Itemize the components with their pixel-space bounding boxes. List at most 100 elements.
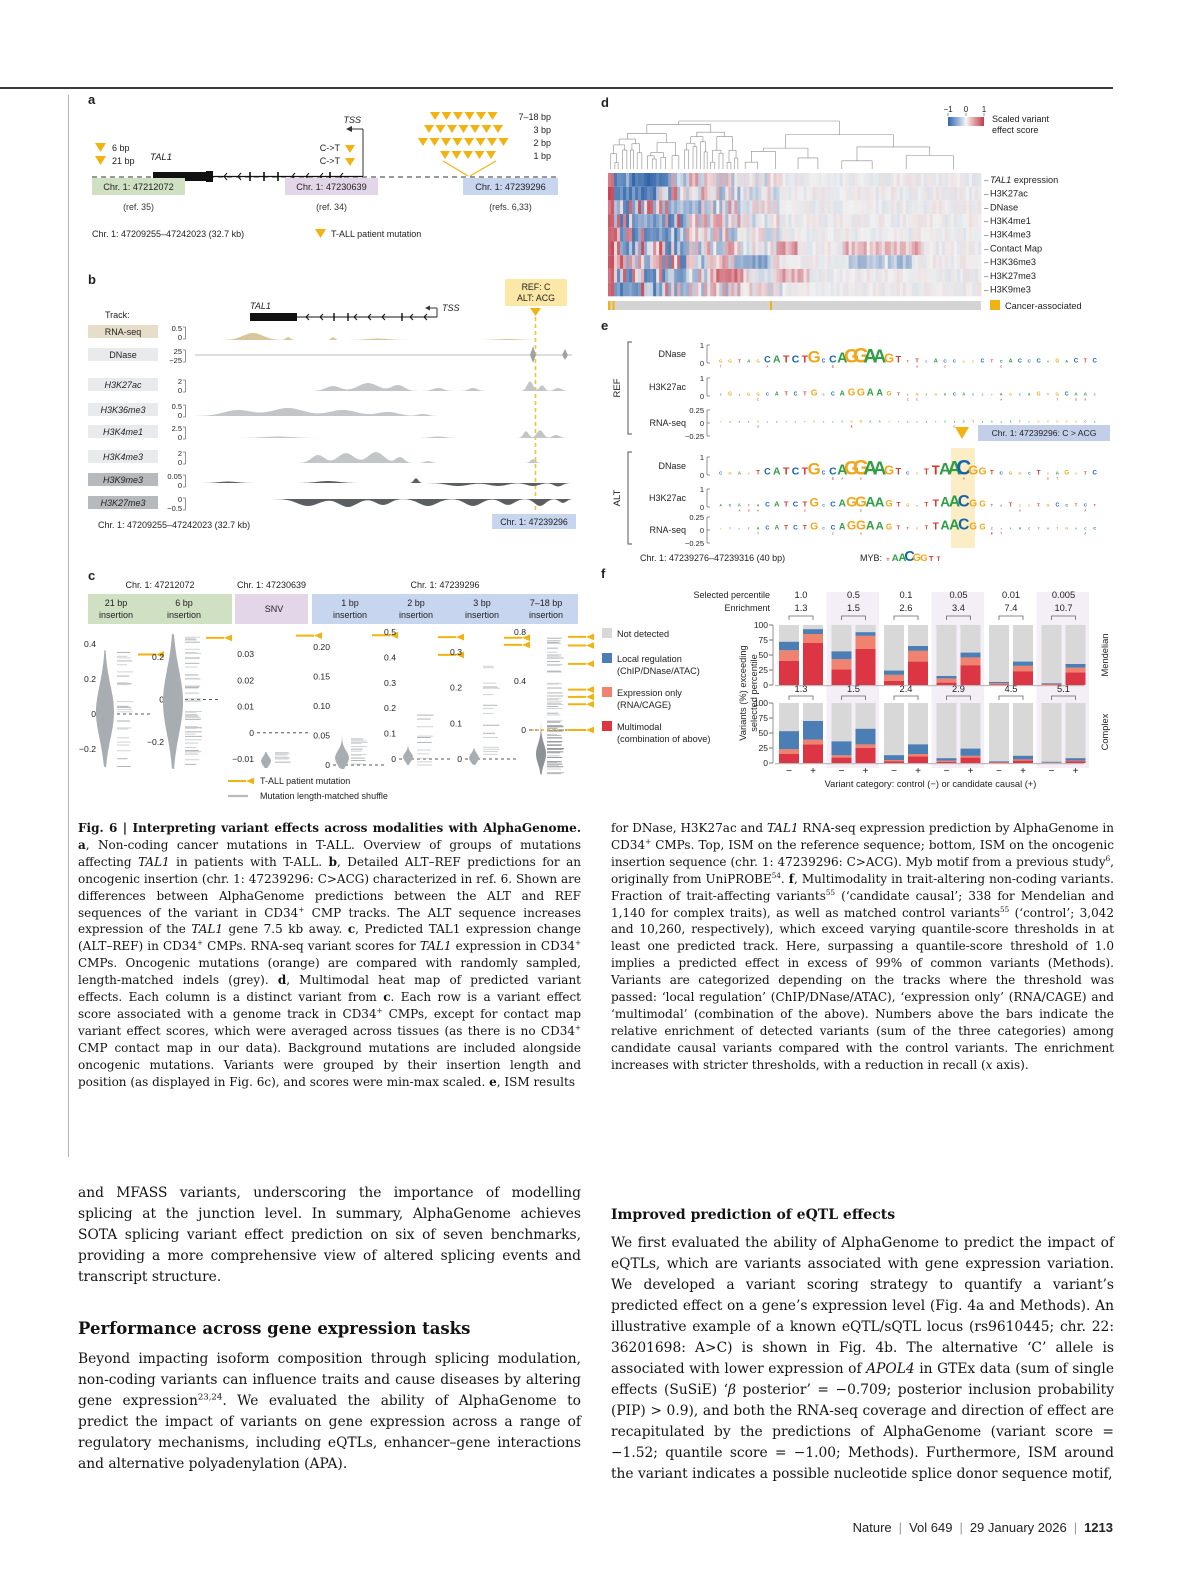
heatmap-cell [974, 227, 979, 242]
heatmap-cell [674, 173, 678, 187]
axis-tick-label: 0.2 [152, 652, 164, 662]
heatmap-cell [800, 241, 804, 256]
heatmap-cell [944, 241, 949, 256]
logo-row-label: RNA-seq [649, 418, 686, 428]
logo-letter-neg: C [944, 365, 946, 369]
heatmap-cell [941, 173, 946, 187]
heatmap-cell [854, 200, 859, 215]
heatmap-cell [821, 241, 825, 256]
heatmap-cell [881, 227, 886, 242]
logo-letter: T [1047, 393, 1049, 397]
logo-letter: A [934, 359, 939, 365]
heatmap-cell [857, 200, 862, 215]
heatmap-cell [842, 241, 846, 256]
row-tick: – [984, 190, 989, 199]
enrichment-bracket [841, 695, 866, 700]
violin-density [403, 745, 413, 765]
bar-segment-multimodal [1013, 671, 1033, 685]
heatmap-cell [692, 268, 696, 283]
heatmap-cell [887, 282, 892, 297]
heatmap-cell [716, 214, 720, 228]
heatmap-cell [776, 282, 780, 297]
heatmap-cell [785, 255, 789, 269]
heatmap-cell [776, 200, 780, 215]
logo-letter-neg: G [804, 509, 806, 513]
logo-letter-neg: C [954, 425, 956, 429]
heatmap-cell [749, 227, 753, 242]
heatmap-cell [824, 255, 828, 269]
heatmap-cell [893, 214, 898, 228]
heatmap-cell [608, 214, 612, 228]
page-footer: Nature | Vol 649 | 29 January 2026 | 1213 [852, 1520, 1113, 1535]
heatmap-cell [821, 173, 825, 187]
heatmap-cell [620, 214, 624, 228]
heatmap-cell [932, 241, 937, 256]
violin-density [335, 734, 349, 769]
enrichment-value: 1.5 [847, 684, 860, 694]
heatmap-cell [815, 173, 819, 187]
legend-arrow-icon [246, 777, 254, 785]
heatmap-cell [848, 227, 853, 242]
heatmap-cell [692, 173, 696, 187]
bar-segment-local_regulation [803, 629, 823, 634]
logo-letter-neg: C [916, 398, 918, 402]
logo-letter: G [972, 360, 974, 364]
heatmap-cell [671, 173, 675, 187]
logo-letter: A [944, 421, 946, 424]
heatmap-cell [869, 186, 874, 201]
heatmap-cell [719, 241, 723, 256]
heatmap-cell [872, 186, 877, 201]
heatmap-cell [908, 282, 913, 297]
locus-box [463, 178, 558, 195]
heatmap-cell [779, 214, 783, 228]
figure-panel-e: e REF ALT DNase 1 0 G G T A G C A T C T G C C A G G A A G T T T C A C C… [598, 318, 1117, 568]
heatmap-cell [626, 227, 630, 242]
heatmap-cell [899, 282, 904, 297]
heatmap-cell [875, 200, 880, 215]
axis-tick-label: 0.15 [313, 672, 330, 682]
logo-letter: G [1056, 420, 1058, 424]
heatmap-cell [779, 227, 783, 242]
heatmap-cell [752, 268, 756, 283]
logo-letter-neg: T [991, 532, 993, 536]
patient-mutation-icon [463, 151, 473, 159]
legend-sublabel: (RNA/CAGE) [617, 700, 671, 710]
heatmap-cell [962, 173, 967, 187]
heatmap-cell [815, 186, 819, 201]
heatmap-cell [878, 227, 883, 242]
patient-mutation-icon [418, 138, 428, 146]
heatmap-cell [893, 200, 898, 215]
logo-letter: A [748, 421, 750, 424]
logo-letter: A [869, 420, 872, 424]
heatmap-cell [884, 214, 889, 228]
heatmap-cell [737, 255, 741, 269]
x-tick-minus: − [839, 766, 845, 777]
y-axis-title: selected percentile [749, 654, 759, 732]
heatmap-cell [641, 173, 645, 187]
heatmap-cell [680, 200, 684, 215]
logo-letter: C [764, 355, 771, 365]
legend-label: Multimodal [617, 722, 661, 732]
heatmap-cell [707, 214, 711, 228]
heatmap-cell [647, 214, 651, 228]
heatmap-cell [776, 268, 780, 283]
heatmap-cell [929, 200, 934, 215]
heatmap-cell [818, 241, 822, 256]
heatmap-cell [785, 173, 789, 187]
bar-segment-expression_only [936, 678, 957, 683]
patient-mutation-icon [487, 112, 498, 120]
heatmap-cell [659, 268, 663, 283]
heatmap-cell [830, 227, 834, 242]
logo-letter: C [1065, 504, 1068, 508]
x-tick-minus: − [944, 766, 950, 777]
column-label: insertion [465, 610, 499, 620]
heatmap-cell [731, 173, 735, 187]
heatmap-cell [614, 241, 618, 256]
heatmap-cell [680, 268, 684, 283]
axis-tick-label: 0.8 [514, 627, 526, 637]
heatmap-row-label: H3K4me3 [990, 230, 1031, 240]
heatmap-cell [902, 227, 907, 242]
heatmap-cell [971, 214, 976, 228]
heatmap-cell [629, 241, 633, 256]
